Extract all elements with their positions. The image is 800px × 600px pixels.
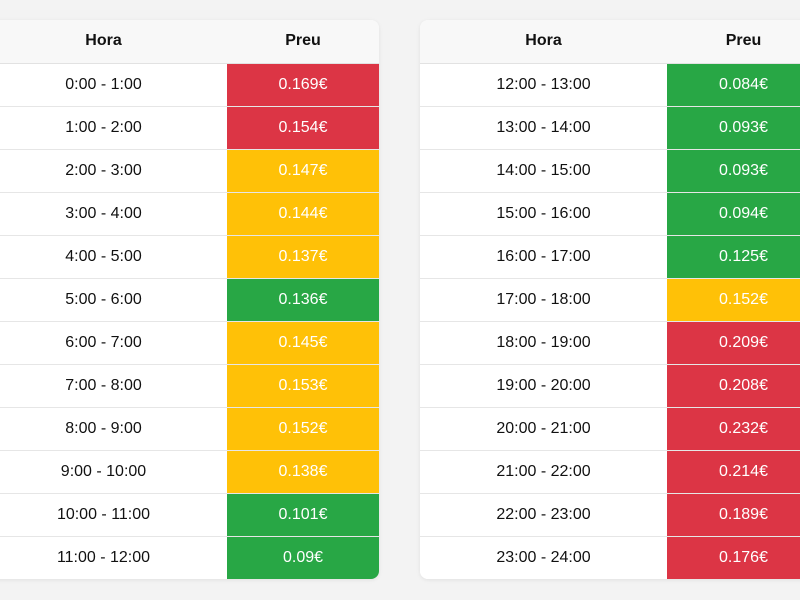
hour-cell: 11:00 - 12:00 [0,536,227,579]
hour-cell: 6:00 - 7:00 [0,321,227,365]
price-cell: 0.09€ [227,536,379,579]
table-row: 5:00 - 6:00 0.136€ [0,278,379,322]
price-cell: 0.232€ [667,407,800,451]
table-row: 21:00 - 22:00 0.214€ [420,450,800,494]
hour-cell: 5:00 - 6:00 [0,278,227,322]
price-cell: 0.138€ [227,450,379,494]
hour-cell: 21:00 - 22:00 [420,450,667,494]
price-table: Hora Preu 12:00 - 13:00 0.084€ 13:00 - 14:… [420,20,800,579]
column-header-price: Preu [227,20,379,64]
table-header-row: Hora Preu [0,20,379,64]
hour-cell: 23:00 - 24:00 [420,536,667,579]
price-cell: 0.136€ [227,278,379,322]
price-cell: 0.214€ [667,450,800,494]
hour-cell: 19:00 - 20:00 [420,364,667,408]
price-cell: 0.093€ [667,149,800,193]
table-row: 10:00 - 11:00 0.101€ [0,493,379,537]
price-table-afternoon: Hora Preu 12:00 - 13:00 0.084€ 13:00 - 14:… [420,20,800,579]
table-row: 16:00 - 17:00 0.125€ [420,235,800,279]
table-row: 18:00 - 19:00 0.209€ [420,321,800,365]
price-table-morning: Hora Preu 0:00 - 1:00 0.169€ 1:00 - 2:00 0.… [0,20,379,579]
price-cell: 0.169€ [227,63,379,107]
price-cell: 0.137€ [227,235,379,279]
column-header-hour: Hora [420,20,667,64]
hour-cell: 17:00 - 18:00 [420,278,667,322]
table-row: 8:00 - 9:00 0.152€ [0,407,379,451]
table-row: 1:00 - 2:00 0.154€ [0,106,379,150]
price-cell: 0.147€ [227,149,379,193]
table-row: 14:00 - 15:00 0.093€ [420,149,800,193]
table-row: 2:00 - 3:00 0.147€ [0,149,379,193]
table-row: 3:00 - 4:00 0.144€ [0,192,379,236]
table-row: 17:00 - 18:00 0.152€ [420,278,800,322]
price-cell: 0.145€ [227,321,379,365]
hour-cell: 3:00 - 4:00 [0,192,227,236]
table-row: 0:00 - 1:00 0.169€ [0,63,379,107]
table-header-row: Hora Preu [420,20,800,64]
table-row: 6:00 - 7:00 0.145€ [0,321,379,365]
price-cell: 0.084€ [667,63,800,107]
hour-cell: 0:00 - 1:00 [0,63,227,107]
price-cell: 0.208€ [667,364,800,408]
price-cell: 0.152€ [227,407,379,451]
table-row: 22:00 - 23:00 0.189€ [420,493,800,537]
hour-cell: 7:00 - 8:00 [0,364,227,408]
price-cell: 0.154€ [227,106,379,150]
hour-cell: 16:00 - 17:00 [420,235,667,279]
hour-cell: 13:00 - 14:00 [420,106,667,150]
hour-cell: 22:00 - 23:00 [420,493,667,537]
hour-cell: 4:00 - 5:00 [0,235,227,279]
hour-cell: 14:00 - 15:00 [420,149,667,193]
hour-cell: 20:00 - 21:00 [420,407,667,451]
table-row: 23:00 - 24:00 0.176€ [420,536,800,579]
hour-cell: 15:00 - 16:00 [420,192,667,236]
table-row: 13:00 - 14:00 0.093€ [420,106,800,150]
price-cell: 0.176€ [667,536,800,579]
table-body: 12:00 - 13:00 0.084€ 13:00 - 14:00 0.093€ 14… [420,63,800,579]
table-row: 9:00 - 10:00 0.138€ [0,450,379,494]
table-row: 19:00 - 20:00 0.208€ [420,364,800,408]
column-header-price: Preu [667,20,800,64]
price-cell: 0.209€ [667,321,800,365]
table-row: 7:00 - 8:00 0.153€ [0,364,379,408]
price-cell: 0.101€ [227,493,379,537]
price-cell: 0.094€ [667,192,800,236]
price-table: Hora Preu 0:00 - 1:00 0.169€ 1:00 - 2:00 0.… [0,20,379,579]
price-cell: 0.144€ [227,192,379,236]
price-cell: 0.153€ [227,364,379,408]
price-cell: 0.152€ [667,278,800,322]
price-cell: 0.093€ [667,106,800,150]
price-cell: 0.125€ [667,235,800,279]
hour-cell: 9:00 - 10:00 [0,450,227,494]
hour-cell: 12:00 - 13:00 [420,63,667,107]
hour-cell: 10:00 - 11:00 [0,493,227,537]
table-row: 4:00 - 5:00 0.137€ [0,235,379,279]
hour-cell: 2:00 - 3:00 [0,149,227,193]
table-row: 11:00 - 12:00 0.09€ [0,536,379,579]
table-body: 0:00 - 1:00 0.169€ 1:00 - 2:00 0.154€ 2:00 -… [0,63,379,579]
hour-cell: 18:00 - 19:00 [420,321,667,365]
table-row: 15:00 - 16:00 0.094€ [420,192,800,236]
column-header-hour: Hora [0,20,227,64]
hour-cell: 1:00 - 2:00 [0,106,227,150]
price-cell: 0.189€ [667,493,800,537]
table-row: 12:00 - 13:00 0.084€ [420,63,800,107]
table-row: 20:00 - 21:00 0.232€ [420,407,800,451]
hour-cell: 8:00 - 9:00 [0,407,227,451]
